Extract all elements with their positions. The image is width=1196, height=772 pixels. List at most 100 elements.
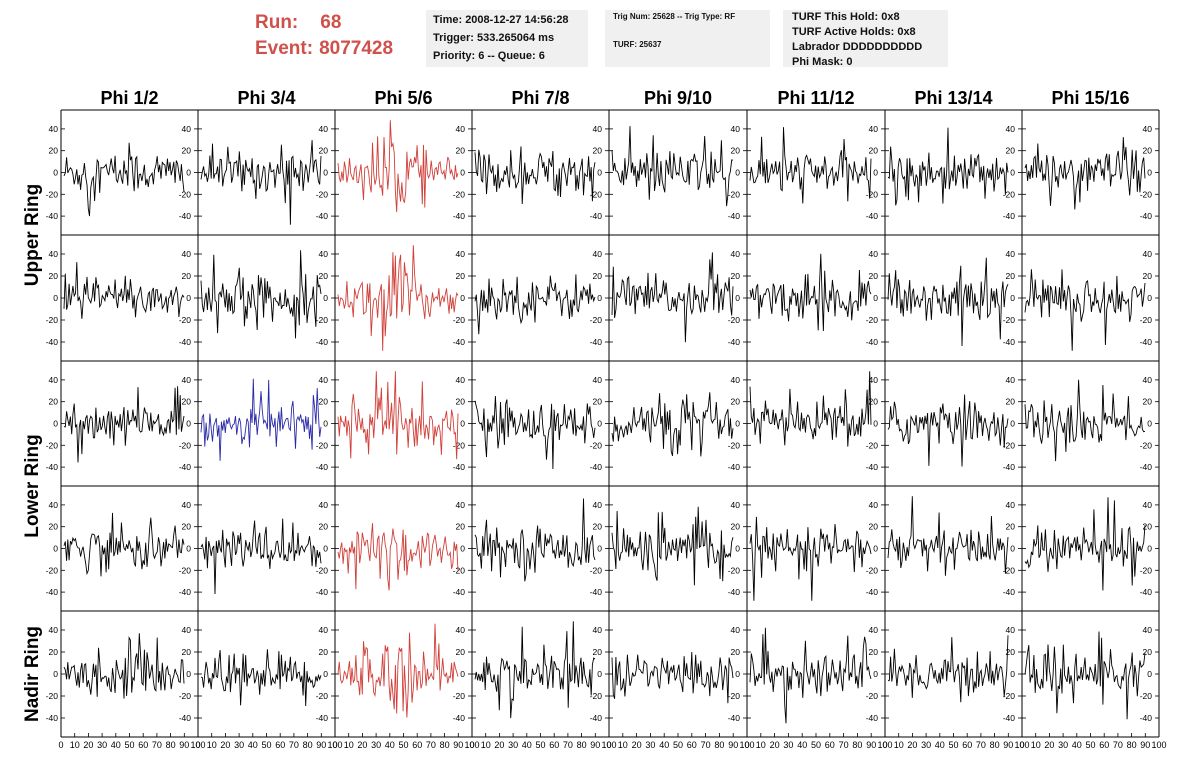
trig-num-panel: Trig Num: 25628 -- Trig Type: RF TURF: 2…: [605, 10, 770, 67]
y-tick-label: 0: [873, 293, 878, 303]
y-tick-label: -40: [728, 211, 741, 221]
y-tick-label: 0: [460, 419, 465, 429]
x-tick-label: 50: [124, 740, 134, 750]
y-tick-label: 20: [49, 647, 59, 657]
y-tick-label: 20: [731, 397, 741, 407]
y-tick-label: 40: [593, 249, 603, 259]
y-tick-label: -20: [179, 691, 192, 701]
y-tick-label: 40: [1006, 249, 1016, 259]
y-tick-label: 20: [1143, 146, 1153, 156]
waveform-trace: [63, 142, 185, 217]
x-tick-label: 30: [1058, 740, 1068, 750]
y-tick-label: 40: [456, 249, 466, 259]
y-tick-label: 0: [460, 293, 465, 303]
y-tick-label: -40: [179, 211, 192, 221]
y-tick-label: 20: [319, 397, 329, 407]
y-tick-label: -40: [316, 211, 329, 221]
x-tick-label: 80: [303, 740, 313, 750]
y-tick-label: -40: [316, 462, 329, 472]
y-tick-label: 20: [1006, 146, 1016, 156]
y-tick-label: 0: [1010, 419, 1015, 429]
x-tick-label: 40: [935, 740, 945, 750]
x-tick-label: 60: [1099, 740, 1109, 750]
x-tick-label: 10: [618, 740, 628, 750]
waveform-trace: [200, 518, 322, 595]
y-tick-label: -40: [453, 211, 466, 221]
x-tick-label: 90: [316, 740, 326, 750]
x-tick-label: 90: [1140, 740, 1150, 750]
y-tick-label: 20: [456, 146, 466, 156]
column-header: Phi 11/12: [777, 88, 854, 108]
waveform-trace: [474, 498, 596, 582]
x-tick-label: 70: [426, 740, 436, 750]
x-tick-label: 10: [70, 740, 80, 750]
y-tick-label: 40: [731, 375, 741, 385]
y-tick-label: -20: [179, 565, 192, 575]
y-tick-label: -20: [316, 440, 329, 450]
x-tick-label: 70: [839, 740, 849, 750]
y-tick-label: -40: [179, 713, 192, 723]
x-tick-label: 100: [739, 740, 754, 750]
y-tick-label: -20: [728, 565, 741, 575]
y-tick-label: -20: [866, 440, 879, 450]
y-tick-label: -20: [46, 565, 59, 575]
y-tick-label: 20: [319, 146, 329, 156]
y-tick-label: 40: [456, 500, 466, 510]
x-tick-label: 0: [606, 740, 611, 750]
y-tick-label: 20: [593, 397, 603, 407]
waveform-trace: [200, 140, 322, 225]
x-tick-label: 40: [1072, 740, 1082, 750]
y-tick-label: 20: [456, 647, 466, 657]
y-tick-label: 20: [1006, 647, 1016, 657]
y-tick-label: 20: [182, 647, 192, 657]
y-tick-label: 20: [182, 522, 192, 532]
event-label: Event:: [255, 38, 314, 59]
x-tick-label: 30: [921, 740, 931, 750]
y-tick-label: -40: [728, 713, 741, 723]
y-tick-label: 0: [597, 293, 602, 303]
y-tick-label: -20: [1003, 189, 1016, 199]
y-tick-label: -20: [1003, 565, 1016, 575]
y-tick-label: 40: [319, 124, 329, 134]
x-tick-label: 60: [962, 740, 972, 750]
y-tick-label: -40: [453, 337, 466, 347]
y-tick-label: -20: [1140, 691, 1153, 701]
run-label: Run:: [255, 12, 299, 33]
y-tick-label: 0: [597, 419, 602, 429]
turf-hold-panel: TURF This Hold: 0x8 TURF Active Holds: 0…: [783, 10, 948, 68]
y-tick-label: 40: [49, 249, 59, 259]
waveform-trace: [1024, 379, 1146, 462]
y-tick-label: -20: [1003, 315, 1016, 325]
y-tick-label: -40: [1140, 337, 1153, 347]
y-tick-label: -20: [453, 440, 466, 450]
y-tick-label: -40: [866, 713, 879, 723]
y-tick-label: 0: [460, 544, 465, 554]
y-tick-label: 40: [1143, 500, 1153, 510]
waveform-trace: [337, 120, 459, 213]
y-tick-label: -40: [590, 713, 603, 723]
y-tick-label: -40: [1003, 337, 1016, 347]
x-tick-label: 20: [357, 740, 367, 750]
y-tick-label: 20: [1006, 522, 1016, 532]
x-tick-label: 40: [522, 740, 532, 750]
waveform-trace: [749, 127, 872, 204]
y-tick-label: 0: [53, 669, 58, 679]
y-tick-label: -40: [453, 713, 466, 723]
y-tick-label: 0: [53, 419, 58, 429]
y-tick-label: 40: [49, 500, 59, 510]
waveform-trace: [887, 257, 1009, 347]
y-tick-label: -40: [1003, 587, 1016, 597]
turf-text: TURF: 25637: [613, 40, 662, 49]
row-label: Lower Ring: [22, 434, 43, 537]
y-tick-label: -20: [590, 440, 603, 450]
y-tick-label: 0: [873, 168, 878, 178]
y-tick-label: 40: [319, 625, 329, 635]
y-tick-label: 20: [49, 146, 59, 156]
y-tick-label: 40: [1143, 375, 1153, 385]
x-tick-label: 0: [58, 740, 63, 750]
y-tick-label: 20: [1143, 647, 1153, 657]
y-tick-label: 20: [182, 397, 192, 407]
y-tick-label: 40: [319, 375, 329, 385]
y-tick-label: -40: [179, 587, 192, 597]
x-tick-label: 30: [234, 740, 244, 750]
